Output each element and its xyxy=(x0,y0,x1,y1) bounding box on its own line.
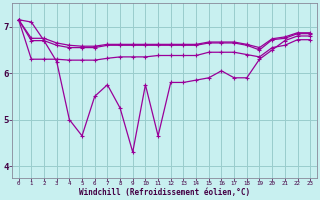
X-axis label: Windchill (Refroidissement éolien,°C): Windchill (Refroidissement éolien,°C) xyxy=(79,188,250,197)
